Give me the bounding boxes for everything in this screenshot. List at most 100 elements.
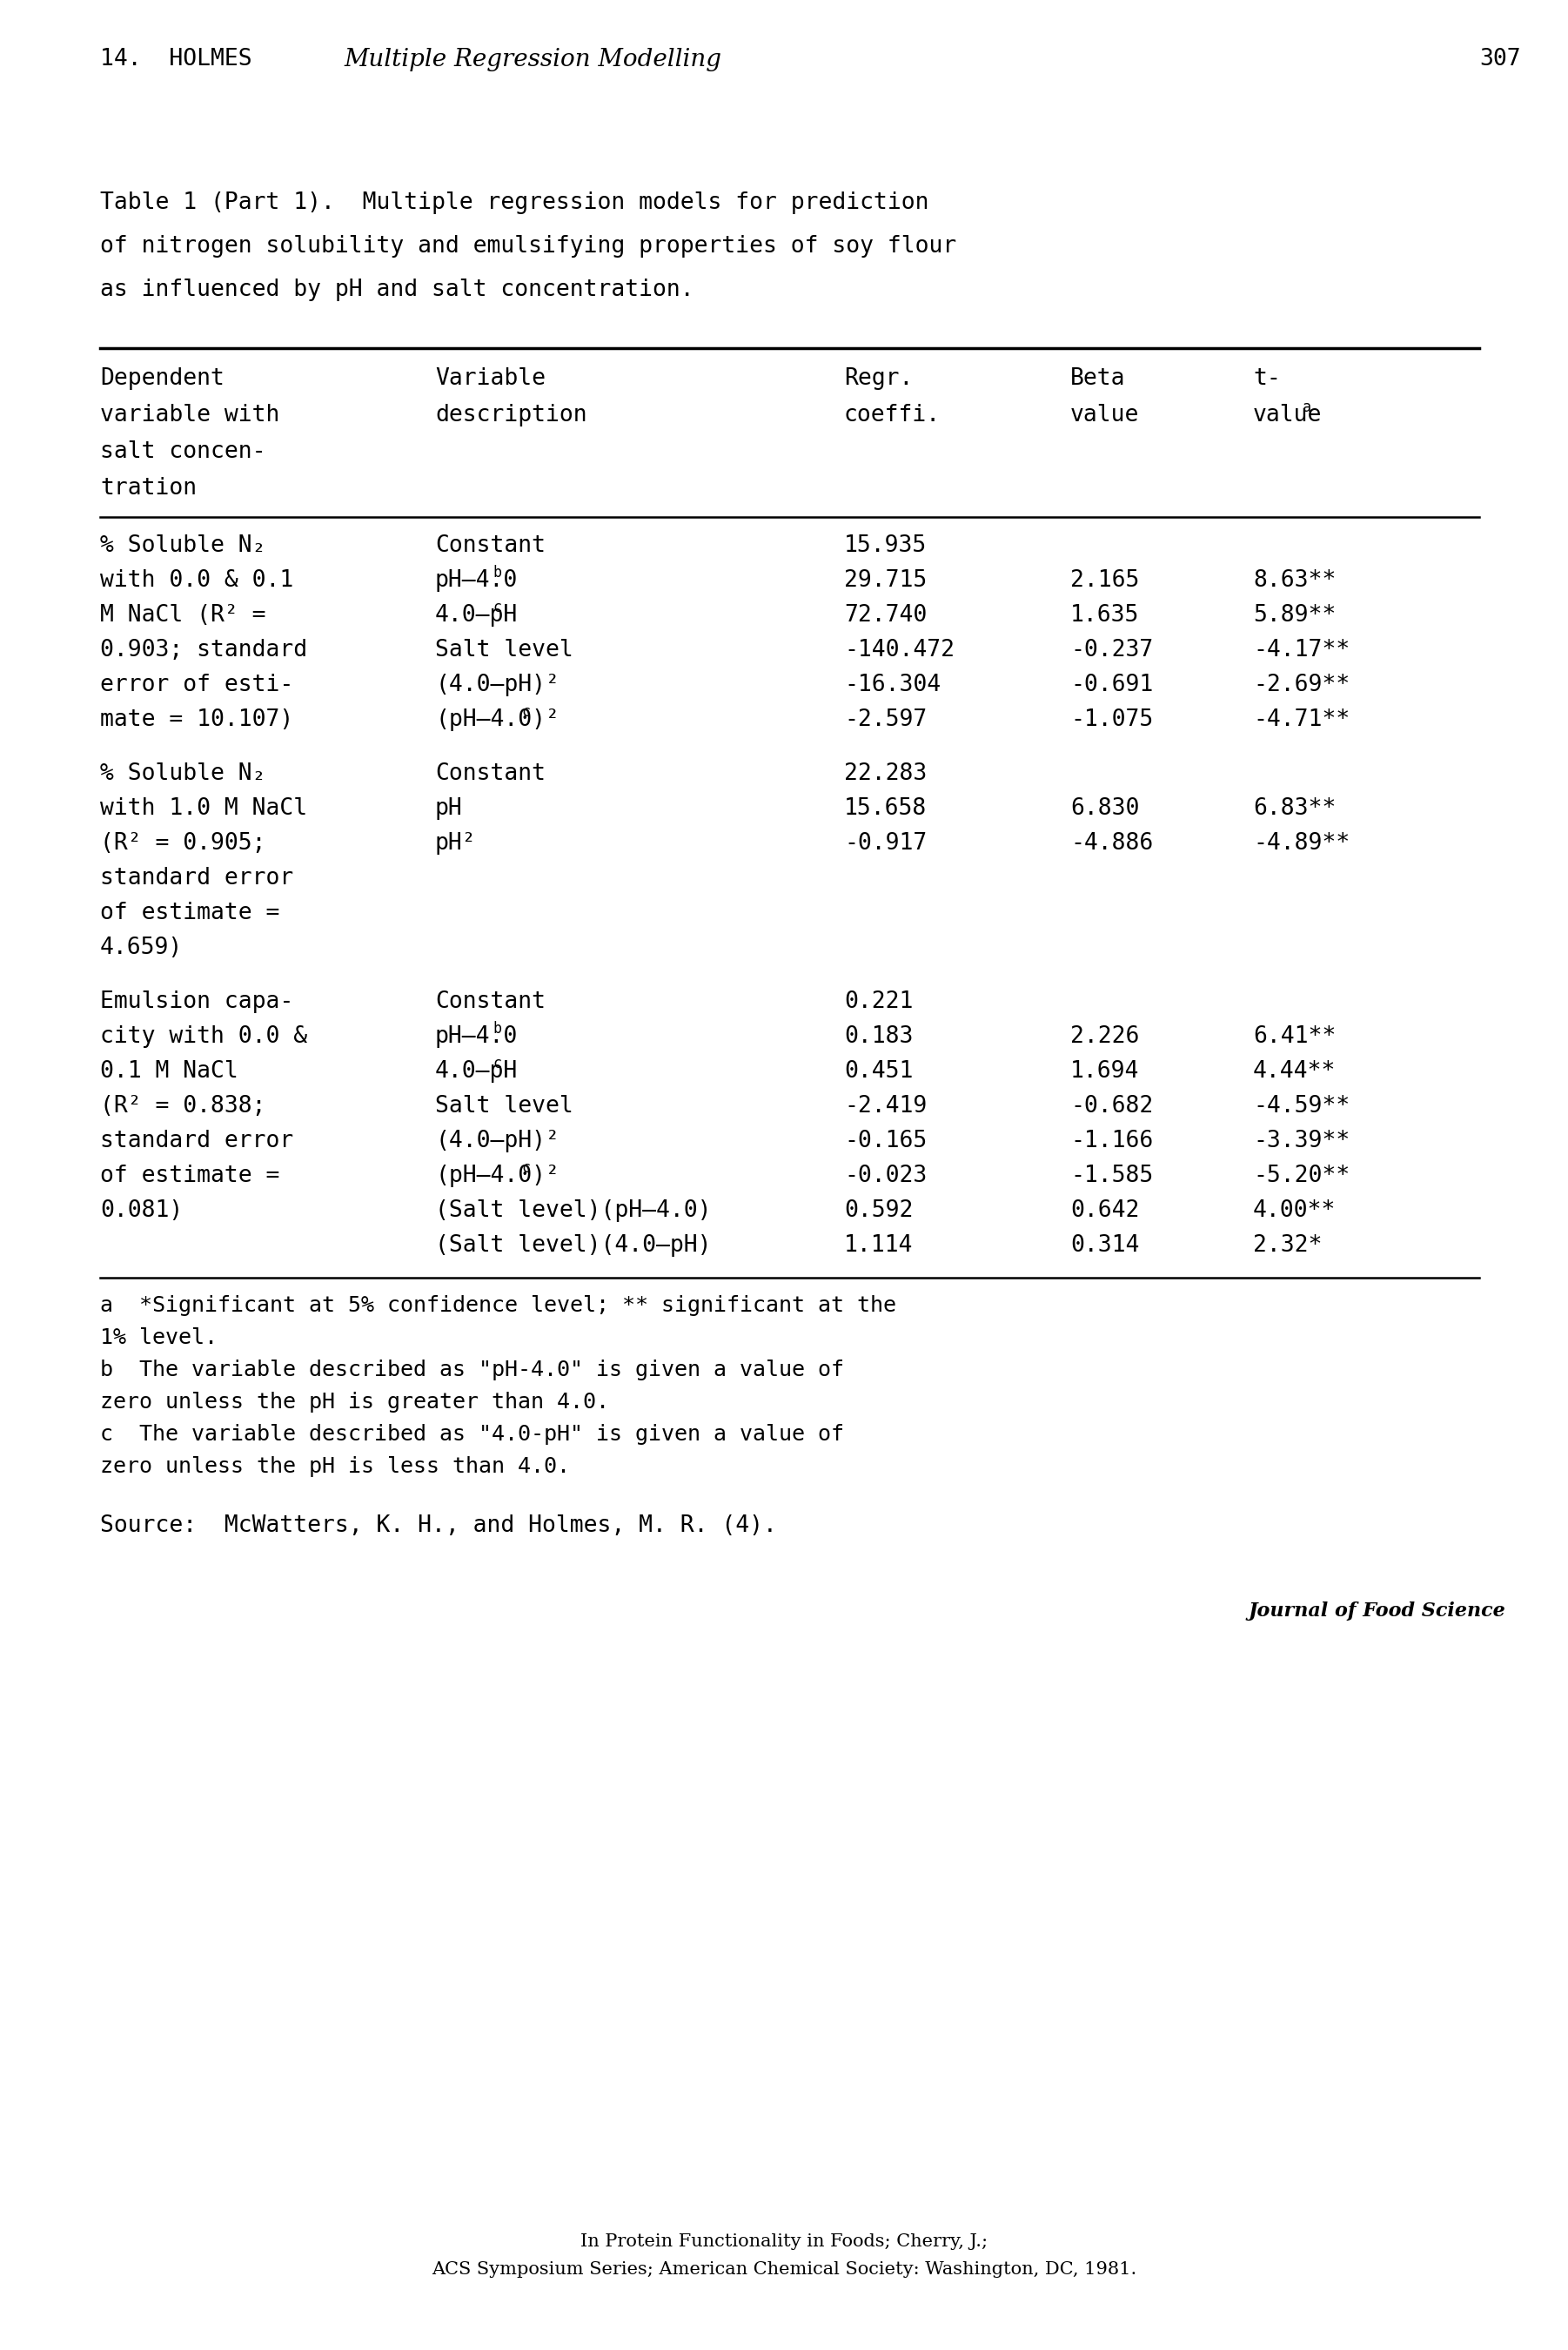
Text: t-: t- [1253,367,1281,390]
Text: -0.165: -0.165 [844,1130,927,1152]
Text: 1.694: 1.694 [1071,1060,1140,1083]
Text: 4.44**: 4.44** [1253,1060,1336,1083]
Text: b: b [492,564,502,580]
Text: (Salt level)(4.0–pH): (Salt level)(4.0–pH) [434,1234,712,1257]
Text: standard error: standard error [100,867,293,891]
Text: Salt level: Salt level [434,639,574,660]
Text: ACS Symposium Series; American Chemical Society: Washington, DC, 1981.: ACS Symposium Series; American Chemical … [431,2261,1137,2277]
Text: Table 1 (Part 1).  Multiple regression models for prediction: Table 1 (Part 1). Multiple regression mo… [100,190,928,214]
Text: 0.642: 0.642 [1071,1198,1140,1222]
Text: (Salt level)(pH–4.0): (Salt level)(pH–4.0) [434,1198,712,1222]
Text: 22.283: 22.283 [844,761,927,785]
Text: -16.304: -16.304 [844,674,941,696]
Text: with 0.0 & 0.1: with 0.0 & 0.1 [100,569,293,592]
Text: pH: pH [434,797,463,820]
Text: Emulsion capa-: Emulsion capa- [100,989,293,1013]
Text: 4.0–pH: 4.0–pH [434,1060,517,1083]
Text: Constant: Constant [434,533,546,557]
Text: a  *Significant at 5% confidence level; ** significant at the: a *Significant at 5% confidence level; *… [100,1295,897,1316]
Text: Regr.: Regr. [844,367,913,390]
Text: -1.585: -1.585 [1071,1166,1152,1187]
Text: coeffi.: coeffi. [844,404,941,425]
Text: error of esti-: error of esti- [100,674,293,696]
Text: (4.0–pH)²: (4.0–pH)² [434,674,560,696]
Text: Dependent: Dependent [100,367,224,390]
Text: -2.597: -2.597 [844,707,927,731]
Text: value: value [1071,404,1140,425]
Text: zero unless the pH is less than 4.0.: zero unless the pH is less than 4.0. [100,1457,569,1478]
Text: 15.935: 15.935 [844,533,927,557]
Text: 0.183: 0.183 [844,1025,913,1048]
Text: Beta: Beta [1071,367,1126,390]
Text: 1% level.: 1% level. [100,1328,218,1349]
Text: -0.691: -0.691 [1071,674,1152,696]
Text: 0.221: 0.221 [844,989,913,1013]
Text: (R² = 0.905;: (R² = 0.905; [100,832,267,855]
Text: 0.592: 0.592 [844,1198,913,1222]
Text: -2.419: -2.419 [844,1095,927,1119]
Text: 15.658: 15.658 [844,797,927,820]
Text: 14.  HOLMES: 14. HOLMES [100,47,252,70]
Text: value: value [1253,404,1322,425]
Text: 2.165: 2.165 [1071,569,1140,592]
Text: Constant: Constant [434,989,546,1013]
Text: -1.166: -1.166 [1071,1130,1152,1152]
Text: 1.114: 1.114 [844,1234,913,1257]
Text: zero unless the pH is greater than 4.0.: zero unless the pH is greater than 4.0. [100,1391,608,1412]
Text: of estimate =: of estimate = [100,902,279,924]
Text: Constant: Constant [434,761,546,785]
Text: c: c [521,705,530,719]
Text: -0.917: -0.917 [844,832,927,855]
Text: -4.89**: -4.89** [1253,832,1350,855]
Text: -1.075: -1.075 [1071,707,1152,731]
Text: 4.659): 4.659) [100,938,183,959]
Text: -4.886: -4.886 [1071,832,1152,855]
Text: (4.0–pH)²: (4.0–pH)² [434,1130,560,1152]
Text: -4.59**: -4.59** [1253,1095,1350,1119]
Text: 5.89**: 5.89** [1253,604,1336,627]
Text: 6.830: 6.830 [1071,797,1140,820]
Text: 0.314: 0.314 [1071,1234,1140,1257]
Text: -4.17**: -4.17** [1253,639,1350,660]
Text: -2.69**: -2.69** [1253,674,1350,696]
Text: variable with: variable with [100,404,279,425]
Text: 0.903; standard: 0.903; standard [100,639,307,660]
Text: -0.023: -0.023 [844,1166,927,1187]
Text: city with 0.0 &: city with 0.0 & [100,1025,307,1048]
Text: tration: tration [100,477,196,501]
Text: 8.63**: 8.63** [1253,569,1336,592]
Text: b: b [492,1020,502,1036]
Text: with 1.0 M NaCl: with 1.0 M NaCl [100,797,307,820]
Text: % Soluble N₂: % Soluble N₂ [100,761,267,785]
Text: M NaCl (R² =: M NaCl (R² = [100,604,267,627]
Text: c: c [492,599,502,616]
Text: (R² = 0.838;: (R² = 0.838; [100,1095,267,1119]
Text: of estimate =: of estimate = [100,1166,279,1187]
Text: 1.635: 1.635 [1071,604,1140,627]
Text: pH–4.0: pH–4.0 [434,569,517,592]
Text: In Protein Functionality in Foods; Cherry, J.;: In Protein Functionality in Foods; Cherr… [580,2232,988,2249]
Text: 0.451: 0.451 [844,1060,913,1083]
Text: 0.1 M NaCl: 0.1 M NaCl [100,1060,238,1083]
Text: 6.41**: 6.41** [1253,1025,1336,1048]
Text: standard error: standard error [100,1130,293,1152]
Text: c: c [492,1055,502,1072]
Text: c: c [521,1161,530,1175]
Text: Multiple Regression Modelling: Multiple Regression Modelling [343,47,721,70]
Text: -140.472: -140.472 [844,639,955,660]
Text: -0.237: -0.237 [1071,639,1152,660]
Text: 4.00**: 4.00** [1253,1198,1336,1222]
Text: 307: 307 [1479,47,1521,70]
Text: 0.081): 0.081) [100,1198,183,1222]
Text: Variable: Variable [434,367,546,390]
Text: % Soluble N₂: % Soluble N₂ [100,533,267,557]
Text: of nitrogen solubility and emulsifying properties of soy flour: of nitrogen solubility and emulsifying p… [100,235,956,258]
Text: 72.740: 72.740 [844,604,927,627]
Text: (pH–4.0)²: (pH–4.0)² [434,1166,560,1187]
Text: pH²: pH² [434,832,477,855]
Text: Journal of Food Science: Journal of Food Science [1248,1600,1505,1621]
Text: (pH–4.0)²: (pH–4.0)² [434,707,560,731]
Text: 29.715: 29.715 [844,569,927,592]
Text: -0.682: -0.682 [1071,1095,1152,1119]
Text: 6.83**: 6.83** [1253,797,1336,820]
